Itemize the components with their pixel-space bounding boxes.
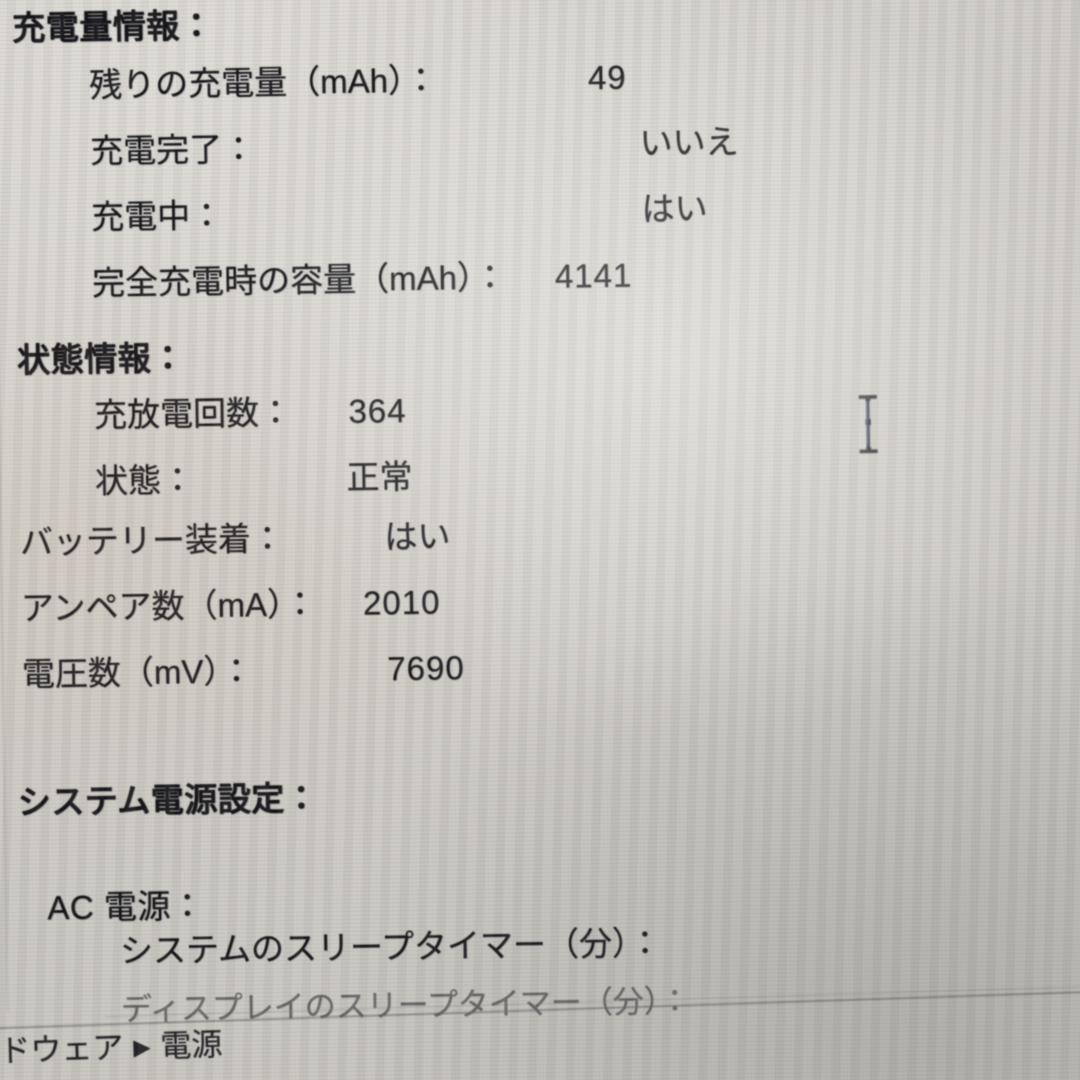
label-battery-installed: バッテリー装着：	[19, 519, 285, 561]
row-battery-installed: バッテリー装着： はい	[19, 517, 451, 561]
value-fully-charged: いいえ	[639, 123, 739, 162]
breadcrumb-separator-icon: ▶	[133, 1034, 151, 1060]
section-heading-condition-info: 状態情報：	[16, 339, 185, 379]
label-amperage: アンペア数（mA）：	[20, 585, 317, 627]
value-amperage: 2010	[362, 583, 441, 622]
label-condition: 状態：	[94, 461, 195, 500]
section-heading-system-power-settings: システム電源設定：	[17, 779, 319, 821]
label-charging: 充電中：	[90, 196, 224, 236]
breadcrumb-parent[interactable]: ドウェア	[0, 1030, 125, 1069]
row-condition: 状態： 正常	[94, 457, 413, 500]
section-heading-charge-info: 充電量情報：	[12, 6, 214, 47]
row-remaining-charge: 残りの充電量（mAh）： 49	[88, 58, 627, 104]
value-battery-installed: はい	[384, 517, 451, 556]
value-charging: はい	[641, 189, 708, 228]
row-voltage: 電圧数（mV）： 7690	[21, 649, 465, 693]
value-remaining-charge: 49	[587, 58, 627, 97]
value-full-charge-capacity: 4141	[554, 256, 633, 295]
label-system-sleep-timer: システムのスリープタイマー（分）：	[119, 924, 662, 970]
label-fully-charged: 充電完了：	[89, 130, 256, 170]
row-fully-charged: 充電完了： いいえ	[89, 123, 739, 170]
row-cycle-count: 充放電回数： 364	[93, 392, 407, 434]
label-voltage: 電圧数（mV）：	[21, 652, 254, 693]
i-beam-cursor-icon	[856, 393, 881, 455]
value-cycle-count: 364	[348, 392, 407, 430]
value-condition: 正常	[346, 457, 413, 496]
value-voltage: 7690	[387, 649, 465, 688]
breadcrumb-current[interactable]: 電源	[159, 1027, 223, 1064]
row-system-sleep-timer: システムのスリープタイマー（分）：	[119, 924, 662, 970]
row-full-charge-capacity: 完全充電時の容量（mAh）： 4141	[91, 256, 633, 302]
row-charging: 充電中： はい	[90, 189, 708, 236]
row-amperage: アンペア数（mA）： 2010	[20, 583, 441, 627]
label-cycle-count: 充放電回数：	[93, 393, 293, 434]
label-full-charge-capacity: 完全充電時の容量（mAh）：	[91, 258, 507, 302]
subheading-ac-power: AC 電源：	[47, 887, 205, 927]
label-remaining-charge: 残りの充電量（mAh）：	[88, 61, 438, 104]
